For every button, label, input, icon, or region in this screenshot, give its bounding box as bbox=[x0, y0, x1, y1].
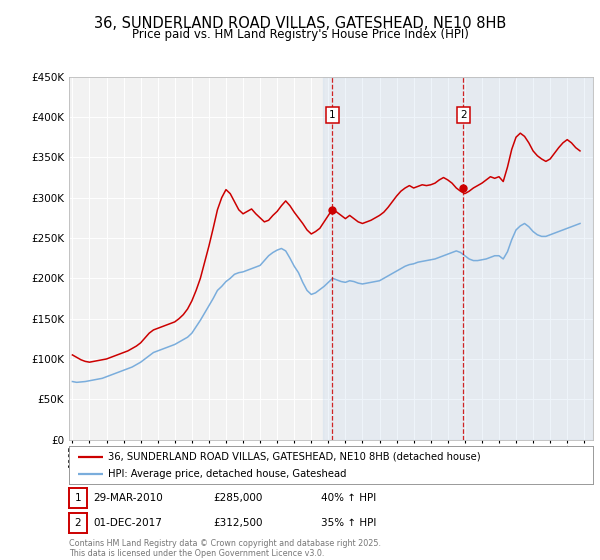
Text: £285,000: £285,000 bbox=[213, 493, 262, 503]
Text: HPI: Average price, detached house, Gateshead: HPI: Average price, detached house, Gate… bbox=[108, 469, 347, 479]
Text: 2: 2 bbox=[460, 110, 467, 120]
Bar bbox=[323, 77, 593, 440]
Text: 40% ↑ HPI: 40% ↑ HPI bbox=[321, 493, 376, 503]
Text: Price paid vs. HM Land Registry's House Price Index (HPI): Price paid vs. HM Land Registry's House … bbox=[131, 28, 469, 41]
Text: Contains HM Land Registry data © Crown copyright and database right 2025.
This d: Contains HM Land Registry data © Crown c… bbox=[69, 539, 381, 558]
Text: 2: 2 bbox=[74, 518, 82, 528]
Text: 36, SUNDERLAND ROAD VILLAS, GATESHEAD, NE10 8HB (detached house): 36, SUNDERLAND ROAD VILLAS, GATESHEAD, N… bbox=[108, 451, 481, 461]
Text: £312,500: £312,500 bbox=[213, 518, 263, 528]
Text: 01-DEC-2017: 01-DEC-2017 bbox=[93, 518, 162, 528]
Text: 35% ↑ HPI: 35% ↑ HPI bbox=[321, 518, 376, 528]
Text: 36, SUNDERLAND ROAD VILLAS, GATESHEAD, NE10 8HB: 36, SUNDERLAND ROAD VILLAS, GATESHEAD, N… bbox=[94, 16, 506, 31]
Text: 1: 1 bbox=[329, 110, 336, 120]
Text: 1: 1 bbox=[74, 493, 82, 503]
Text: 29-MAR-2010: 29-MAR-2010 bbox=[93, 493, 163, 503]
